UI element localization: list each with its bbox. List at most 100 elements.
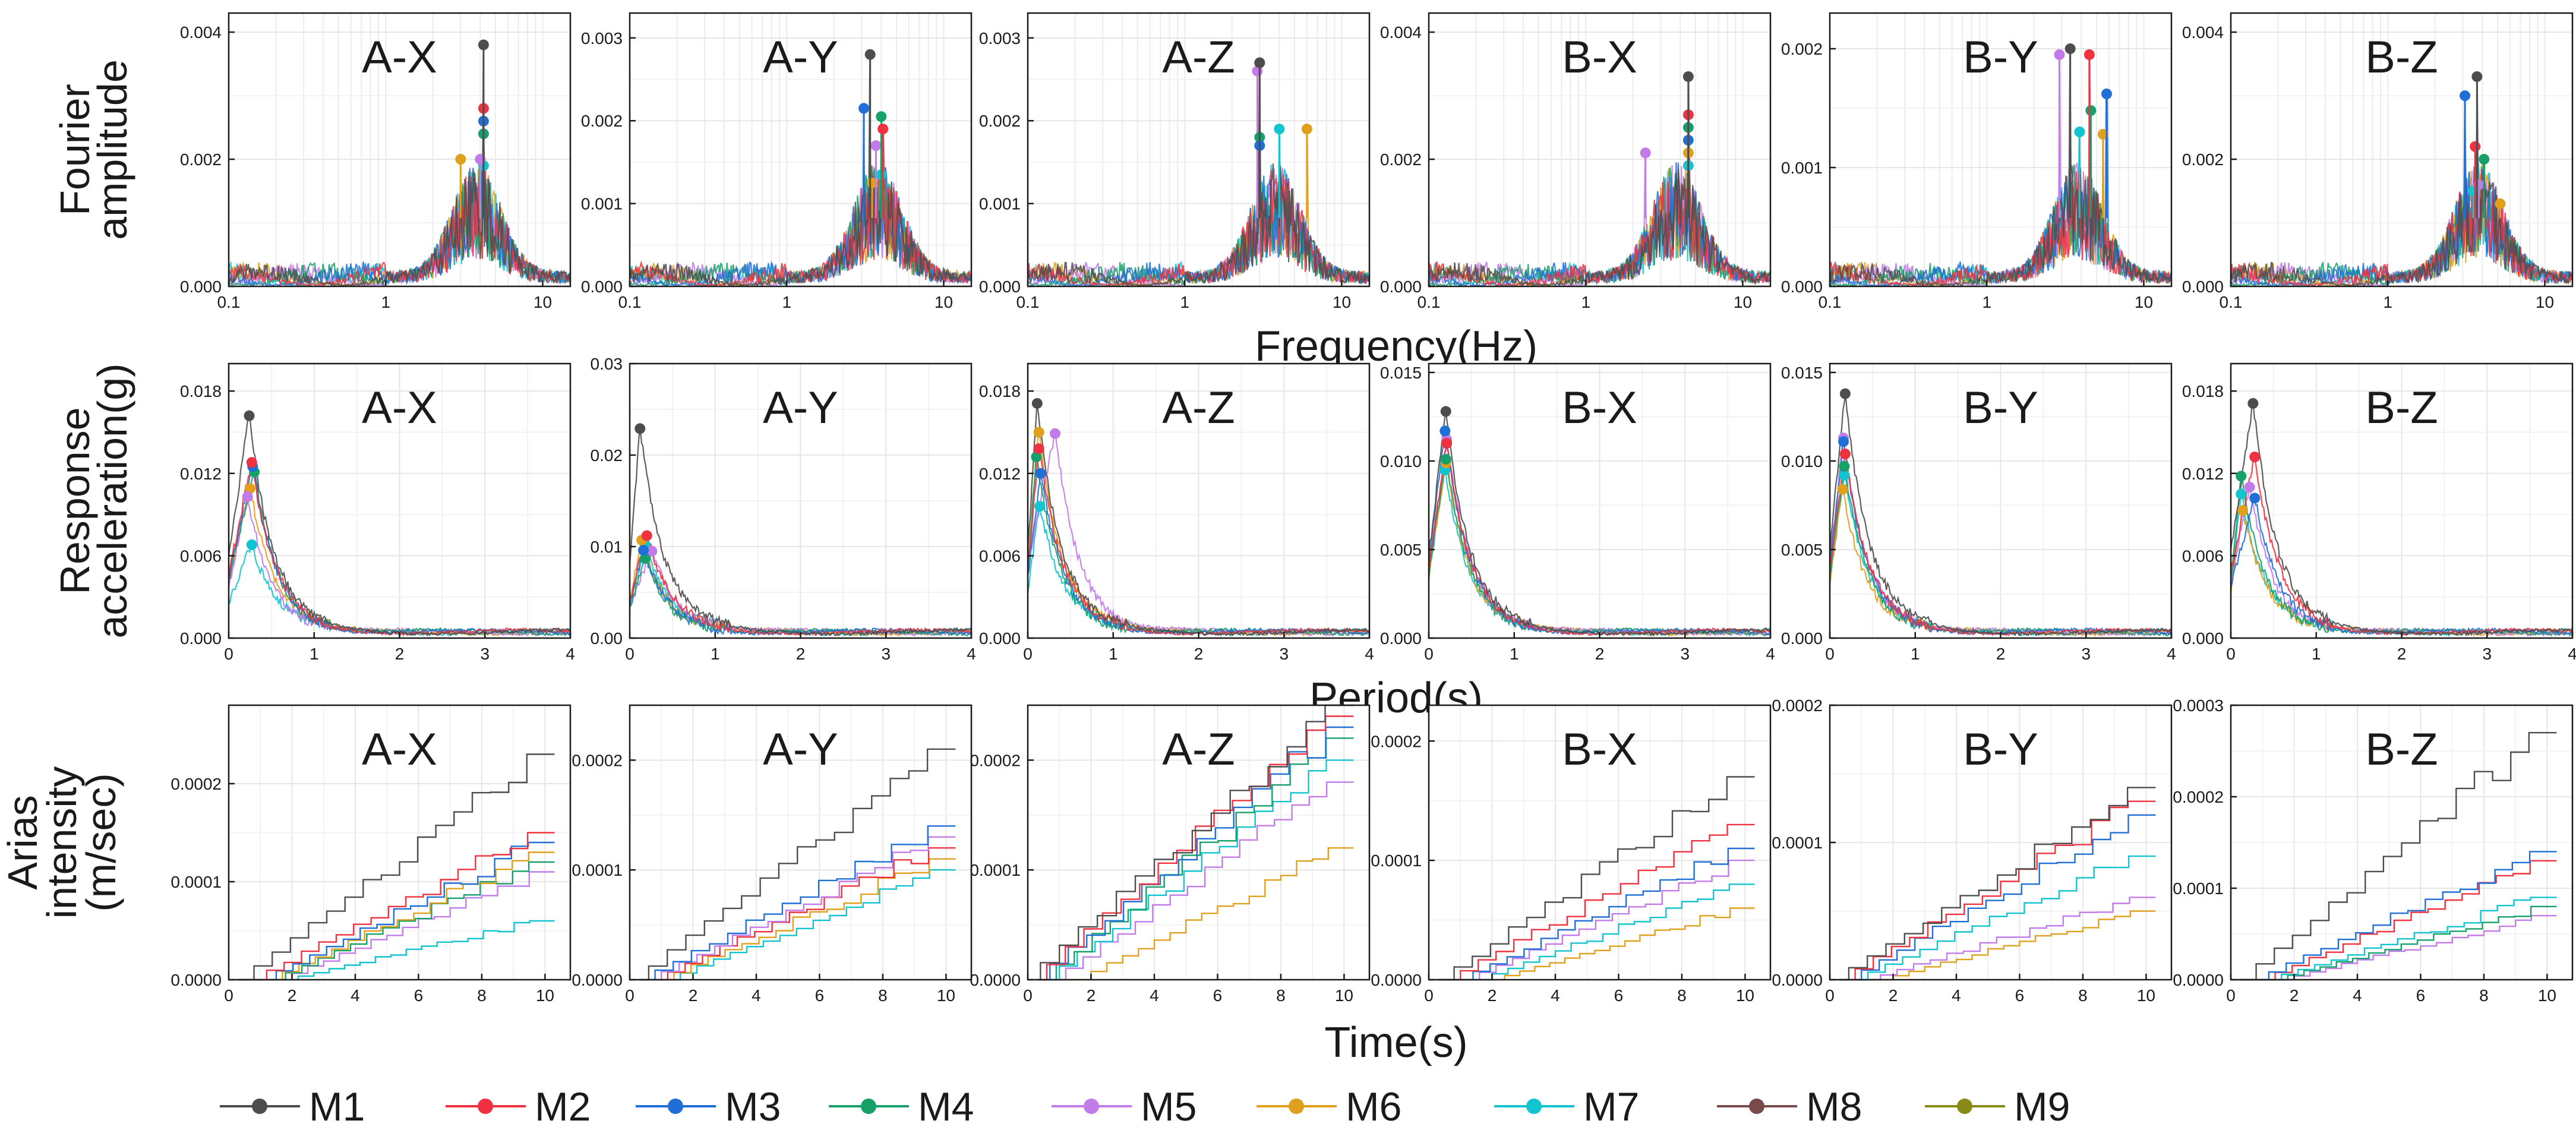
peak-marker-M2 (2083, 49, 2095, 60)
x-tick-label: 10 (935, 293, 953, 311)
x-tick-label: 10 (1333, 293, 1351, 311)
x-tick-label: 1 (711, 645, 720, 663)
x-tick-label: 1 (2312, 645, 2321, 663)
x-tick-label: 3 (2482, 645, 2492, 663)
x-tick-label: 0 (224, 645, 233, 663)
peak-marker-M1 (1031, 397, 1043, 409)
y-tick-label: 0.0002 (2173, 788, 2224, 806)
y-tick-label: 0.0002 (1371, 732, 1422, 750)
panel-response-A-Y: 0.00 0.01 0.02 0.03 0 1 2 3 4 A-Y (591, 355, 976, 663)
peak-marker-M5 (646, 545, 658, 557)
legend-marker (668, 1099, 683, 1114)
peak-marker-M5 (1640, 147, 1651, 159)
series-line-M6 (1438, 907, 1755, 981)
y-tick-label: 0.012 (2182, 465, 2224, 483)
row-xlabel-fourier: Frequency(Hz) (1255, 323, 1538, 370)
peak-marker-M6 (2237, 505, 2249, 516)
panel-arias-B-Y: 0.0000 0.0001 0.0002 0 2 4 6 8 10 B-Y (1772, 696, 2173, 1005)
panel-title: B-X (1562, 724, 1637, 775)
panel-fourier-A-Z: 0.000 0.001 0.002 0.003 0.1 1 10 A-Z (979, 12, 1371, 311)
peak-marker-M3 (2249, 493, 2261, 504)
x-tick-label: 2 (1087, 986, 1096, 1005)
x-tick-label: 0 (1825, 645, 1835, 663)
x-tick-label: 4 (1150, 986, 1159, 1005)
y-tick-label: 0.0001 (572, 861, 623, 879)
x-tick-label: 2 (1595, 645, 1605, 663)
peak-marker-M6 (1837, 484, 1848, 495)
legend-marker (1749, 1099, 1764, 1114)
series-line-M2 (1438, 823, 1755, 981)
x-tick-label: 0.1 (618, 293, 642, 311)
legend-item-M3: M3 (636, 1084, 781, 1129)
series-line-M7 (1037, 759, 1354, 981)
x-tick-label: 0 (2226, 645, 2236, 663)
row-ylabel-arias-2: (m/sec) (78, 773, 124, 911)
legend-item-M4: M4 (829, 1084, 974, 1129)
panel-fourier-B-Y: 0.000 0.001 0.002 0.1 1 10 B-Y (1781, 12, 2173, 311)
peak-marker-M2 (1839, 449, 1851, 460)
peak-marker-M1 (2064, 43, 2076, 54)
x-tick-label: 6 (2015, 986, 2025, 1005)
legend-marker (252, 1099, 267, 1114)
peak-marker-M5 (242, 491, 253, 503)
y-tick-label: 0.000 (1781, 277, 1823, 296)
series-line-M4 (2230, 476, 2573, 637)
series-line-M3 (1438, 847, 1755, 981)
series-line-M1 (1027, 62, 1370, 287)
y-tick-label: 0.001 (979, 195, 1021, 213)
x-tick-label: 4 (2167, 645, 2176, 663)
panel-title: A-X (362, 383, 437, 433)
panel-title: A-Y (763, 724, 838, 775)
panel-title: B-Y (1963, 383, 2038, 433)
x-tick-label: 2 (2397, 645, 2407, 663)
plot-frame (1027, 12, 1371, 288)
peak-marker-M1 (1254, 57, 1265, 68)
panel-title: B-Y (1963, 32, 2038, 83)
x-tick-label: 8 (2078, 986, 2088, 1005)
y-tick-label: 0.0001 (1772, 834, 1823, 852)
x-tick-label: 3 (480, 645, 490, 663)
y-tick-label: 0.006 (979, 547, 1021, 565)
legend-label: M8 (1806, 1084, 1862, 1129)
peak-marker-M1 (244, 410, 255, 421)
peak-marker-M7 (246, 539, 257, 550)
panel-arias-A-Y: 0.0000 0.0001 0.0002 0 2 4 6 8 10 A-Y (572, 704, 973, 1005)
x-tick-label: 6 (815, 986, 825, 1005)
y-tick-label: 0.0001 (970, 861, 1021, 879)
series-line-M6 (238, 851, 555, 981)
y-tick-label: 0.000 (1781, 629, 1823, 648)
plot-frame (629, 704, 973, 981)
plot-frame (228, 12, 572, 288)
x-tick-label: 2 (1194, 645, 1204, 663)
x-tick-label: 2 (395, 645, 405, 663)
y-tick-label: 0.015 (1781, 364, 1823, 382)
y-tick-label: 0.0000 (1772, 971, 1823, 989)
series-line-M1 (2230, 401, 2573, 636)
x-tick-label: 0 (625, 986, 634, 1005)
legend-marker (1084, 1099, 1099, 1114)
panel-arias-A-X: 0.0000 0.0001 0.0002 0 2 4 6 8 10 A-X (171, 704, 572, 1005)
panel-title: A-X (362, 724, 437, 775)
panel-response-A-X: 0.000 0.006 0.012 0.018 0 1 2 3 4 A-X (180, 362, 575, 663)
peak-marker-M1 (1440, 406, 1451, 417)
plot-frame (2230, 12, 2574, 288)
x-tick-label: 10 (533, 293, 552, 311)
y-tick-label: 0.018 (979, 382, 1021, 400)
legend-marker (1957, 1099, 1972, 1114)
series-line-M1 (2230, 76, 2574, 287)
row-ylabel-arias-0: Arias (0, 795, 46, 889)
x-tick-label: 0 (2226, 986, 2236, 1005)
peak-marker-M1 (2247, 397, 2259, 409)
peak-marker-M3 (858, 103, 870, 114)
x-tick-label: 10 (2536, 293, 2554, 311)
x-tick-label: 4 (1551, 986, 1560, 1005)
y-tick-label: 0.005 (1781, 541, 1823, 559)
x-tick-label: 4 (752, 986, 761, 1005)
series-line-M5 (2240, 915, 2557, 981)
panel-title: A-Y (763, 32, 838, 83)
series-line-M3 (238, 841, 555, 981)
x-tick-label: 0.1 (1418, 293, 1441, 311)
y-tick-label: 0.010 (1380, 452, 1422, 471)
peak-marker-M7 (1034, 501, 1046, 512)
